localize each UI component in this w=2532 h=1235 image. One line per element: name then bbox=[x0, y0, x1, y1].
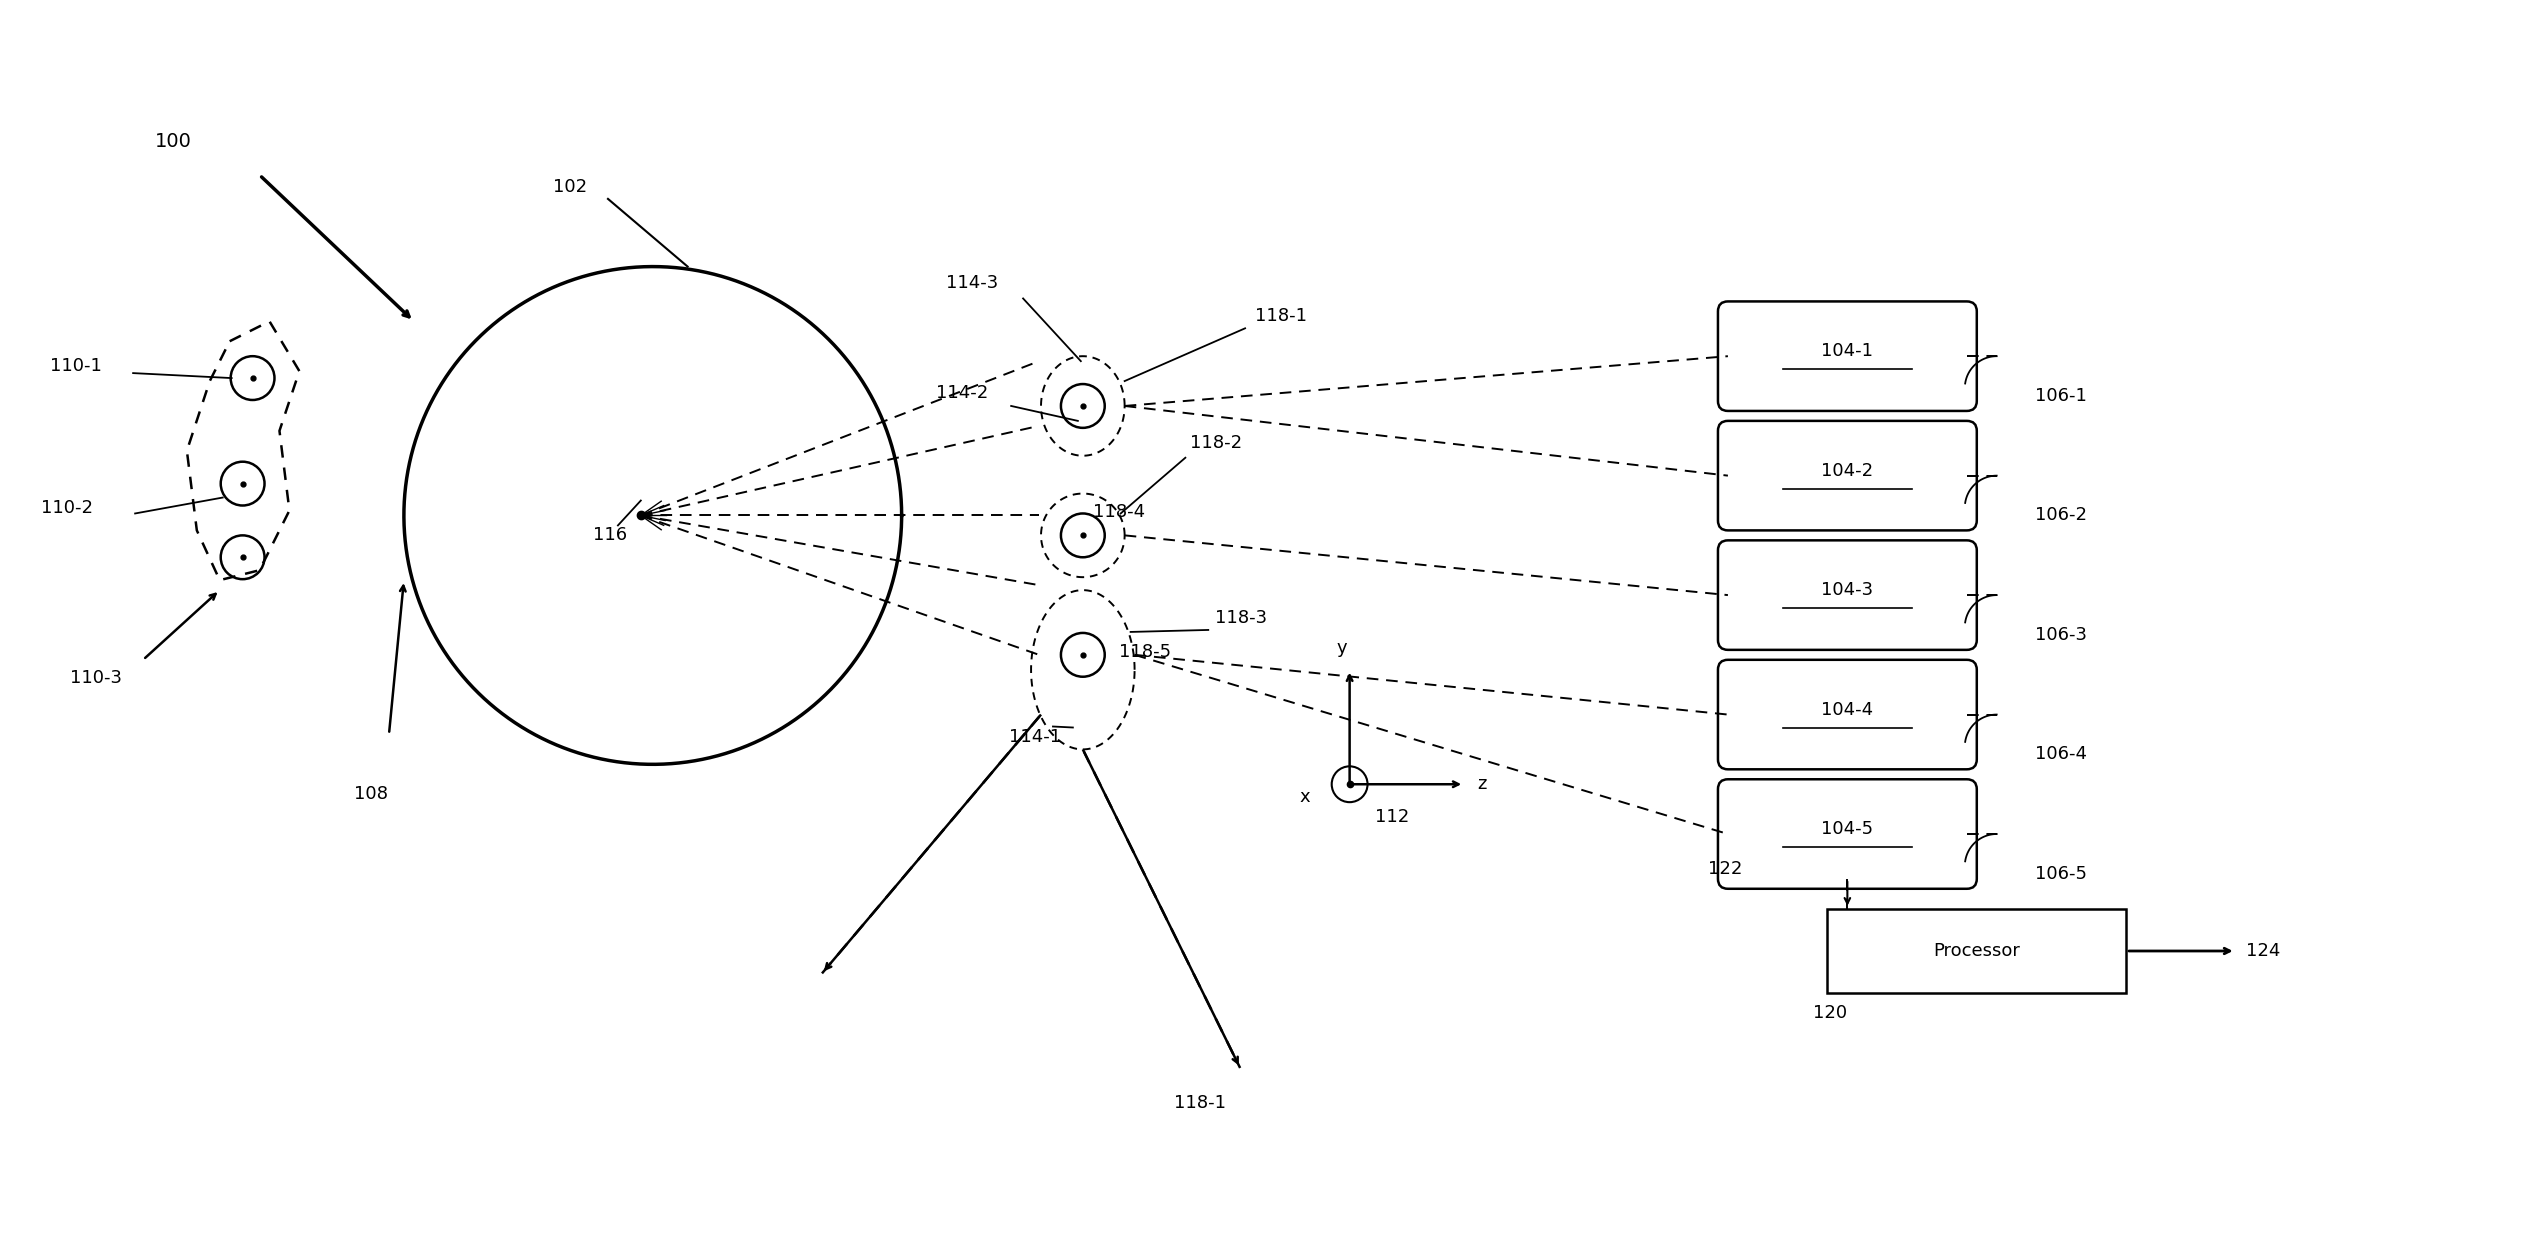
Text: 110-3: 110-3 bbox=[71, 668, 122, 687]
Text: 112: 112 bbox=[1375, 808, 1408, 826]
FancyBboxPatch shape bbox=[1717, 779, 1977, 889]
Text: 114-1: 114-1 bbox=[1010, 729, 1061, 746]
Text: 108: 108 bbox=[354, 785, 387, 803]
Text: 118-2: 118-2 bbox=[1190, 433, 1243, 452]
FancyBboxPatch shape bbox=[1717, 301, 1977, 411]
Text: 104-1: 104-1 bbox=[1821, 342, 1874, 361]
Text: 106-2: 106-2 bbox=[2036, 506, 2086, 525]
Text: 104-4: 104-4 bbox=[1821, 700, 1874, 719]
Text: 110-1: 110-1 bbox=[51, 357, 101, 375]
FancyBboxPatch shape bbox=[1828, 909, 2127, 993]
Text: 106-1: 106-1 bbox=[2036, 387, 2086, 405]
Text: 114-3: 114-3 bbox=[947, 274, 998, 293]
Text: 100: 100 bbox=[154, 132, 192, 151]
FancyBboxPatch shape bbox=[1717, 541, 1977, 650]
Text: 106-5: 106-5 bbox=[2036, 864, 2086, 883]
Text: 114-2: 114-2 bbox=[937, 384, 987, 401]
Text: 124: 124 bbox=[2246, 942, 2279, 960]
Text: 104-3: 104-3 bbox=[1821, 582, 1874, 599]
Text: 118-4: 118-4 bbox=[1094, 504, 1144, 521]
Text: 110-2: 110-2 bbox=[41, 499, 94, 517]
Text: 122: 122 bbox=[1709, 860, 1742, 878]
Text: 104-5: 104-5 bbox=[1821, 820, 1874, 839]
Text: Processor: Processor bbox=[1934, 942, 2021, 960]
Text: 102: 102 bbox=[552, 178, 587, 196]
Text: 118-1: 118-1 bbox=[1175, 1094, 1225, 1112]
Text: 118-1: 118-1 bbox=[1256, 308, 1307, 325]
Text: x: x bbox=[1299, 788, 1312, 806]
FancyBboxPatch shape bbox=[1717, 659, 1977, 769]
Text: 116: 116 bbox=[592, 526, 628, 545]
Text: 118-3: 118-3 bbox=[1215, 609, 1269, 627]
FancyBboxPatch shape bbox=[1717, 421, 1977, 530]
Text: y: y bbox=[1337, 638, 1347, 657]
Text: 104-2: 104-2 bbox=[1821, 462, 1874, 479]
Text: 118-5: 118-5 bbox=[1119, 643, 1170, 661]
Text: z: z bbox=[1476, 776, 1486, 793]
Text: 106-3: 106-3 bbox=[2036, 626, 2086, 643]
Text: 120: 120 bbox=[1813, 1004, 1846, 1023]
Text: 106-4: 106-4 bbox=[2036, 746, 2086, 763]
